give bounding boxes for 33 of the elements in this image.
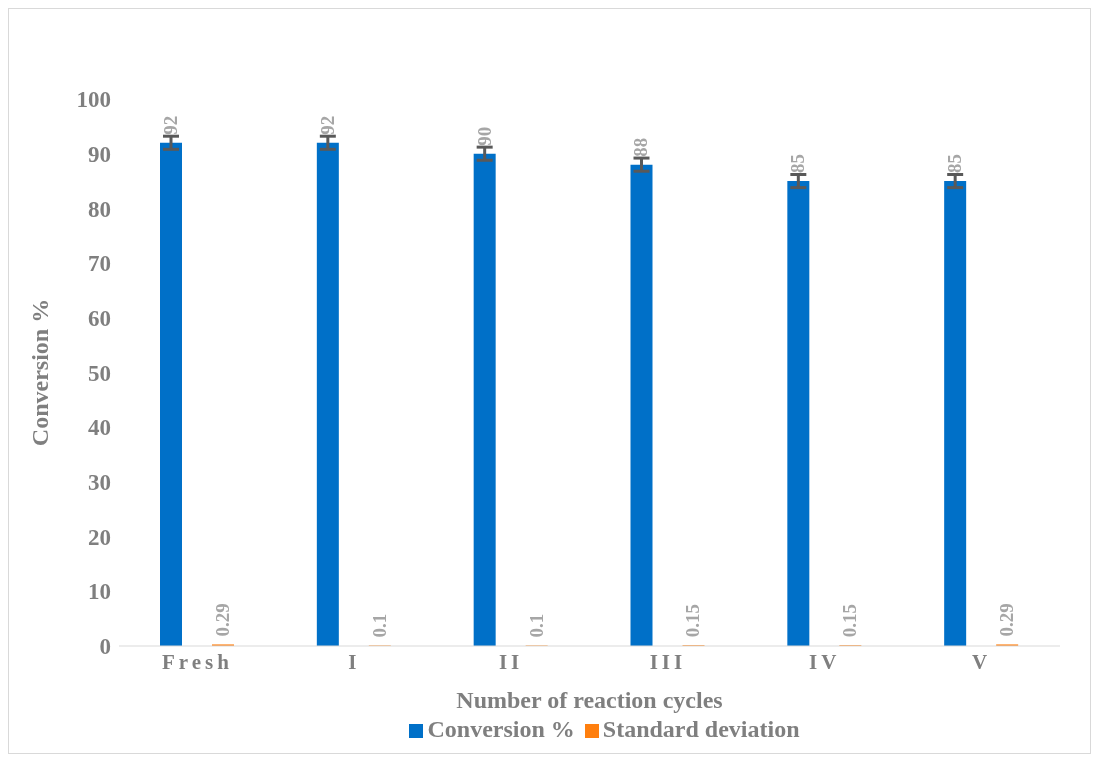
y-tick-label: 0 [99,634,111,660]
x-tick-label: V [972,649,992,674]
x-tick-label: I [348,649,361,674]
y-tick-label: 70 [88,251,111,277]
legend-label: Standard deviation [602,716,800,742]
data-label: 88 [630,137,652,157]
y-tick-label: 20 [88,524,111,550]
data-label: 0.29 [212,603,233,637]
x-tick-label: Fresh [161,649,233,674]
data-label: 0.1 [368,613,390,638]
x-tick-label: IV [809,649,841,674]
legend-label: Conversion % [427,716,575,742]
y-tick-label: 30 [88,470,111,496]
y-tick-label: 40 [88,415,111,441]
x-axis-title: Number of reaction cycles [456,687,723,713]
data-label: 90 [473,126,495,146]
y-tick-label: 90 [88,141,111,167]
data-label: 0.15 [682,603,704,638]
data-label: 92 [316,115,338,135]
y-tick-label: 100 [76,87,111,113]
data-label: 0.29 [996,603,1018,637]
y-axis-title: Conversion % [26,298,53,447]
data-label: 0.15 [839,603,861,638]
x-tick-label: III [649,649,687,674]
y-tick-label: 50 [88,360,111,386]
data-label: 0.1 [525,613,547,638]
x-tick-label: II [498,649,524,674]
data-label: 85 [944,154,966,174]
data-label: 92 [160,115,181,135]
data-label: 85 [787,154,809,174]
y-tick-label: 80 [88,196,111,222]
y-tick-label: 60 [88,305,111,331]
y-tick-label: 10 [88,579,111,605]
